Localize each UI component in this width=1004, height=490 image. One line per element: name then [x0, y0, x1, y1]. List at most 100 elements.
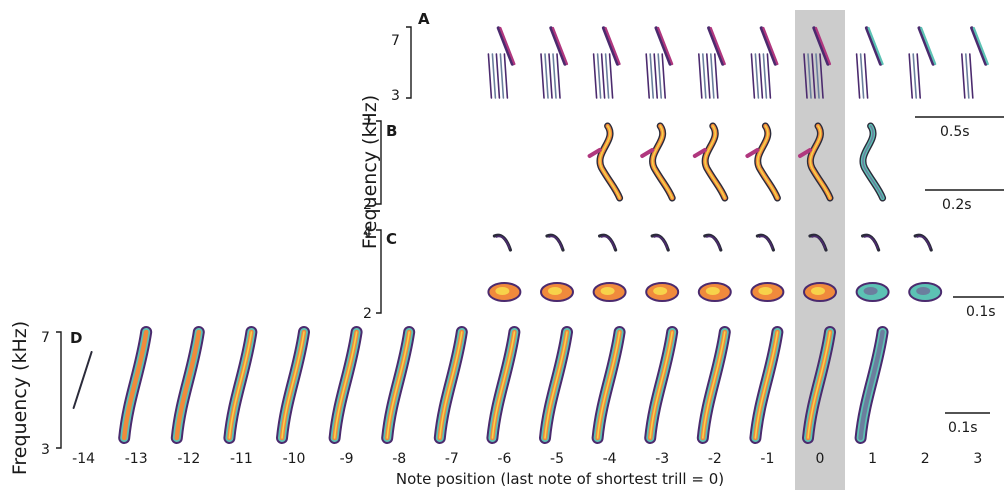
- x-axis-title: Note position (last note of shortest tri…: [396, 470, 724, 488]
- x-tick--4: -4: [603, 451, 617, 467]
- x-tick-3: 3: [973, 451, 982, 467]
- note-core: [439, 331, 463, 439]
- x-tick--10: -10: [283, 451, 306, 467]
- x-tick--14: -14: [72, 451, 95, 467]
- note-stroke: [920, 26, 937, 66]
- note-d-pos--10: [276, 326, 310, 444]
- note-a-pos--1: [750, 26, 779, 99]
- note-stroke: [970, 26, 988, 66]
- lower-note-core: [863, 287, 878, 295]
- x-tick-0: 0: [816, 451, 825, 467]
- y-tick-a-bottom: 3: [391, 88, 400, 104]
- note-extra: [692, 148, 707, 158]
- y-tick-d-top: 7: [41, 330, 50, 346]
- trill-stroke: [596, 53, 602, 99]
- trill-stroke: [698, 53, 703, 99]
- trill-stroke: [491, 53, 497, 99]
- note-core: [281, 331, 305, 439]
- note-core: [862, 125, 884, 199]
- trill-stroke: [552, 53, 557, 99]
- note-b-pos-0: [798, 122, 834, 202]
- trill-stroke: [600, 53, 606, 99]
- x-tick--13: -13: [125, 451, 148, 467]
- x-tick-labels: -14 -13 -12 -11 -10 -9 -8 -7 -6 -5 -4 -3 -2 -1 0 1 2 3: [72, 451, 982, 467]
- note-extra: [640, 148, 655, 158]
- trill-stroke: [819, 53, 824, 99]
- y-tick-c-bottom: 2: [363, 306, 372, 322]
- note-b-pos--4: [587, 122, 624, 202]
- note-core: [649, 331, 673, 439]
- trill-stroke: [544, 53, 549, 99]
- note-core: [754, 331, 779, 439]
- x-tick--1: -1: [760, 451, 774, 467]
- note-c-pos--3: [645, 233, 680, 302]
- trill-stroke: [649, 53, 654, 99]
- spectrogram-notes: [72, 26, 989, 444]
- trill-stroke: [608, 53, 614, 99]
- note-core: [809, 125, 831, 199]
- upper-note-core: [863, 235, 879, 249]
- note-core: [596, 331, 621, 439]
- upper-note-core: [916, 235, 931, 249]
- y-tick-c-top: 4: [363, 225, 372, 241]
- note-a-pos-1: [855, 26, 884, 99]
- note-d-pos--4: [591, 326, 626, 444]
- trill-stroke: [556, 53, 561, 99]
- x-tick--12: -12: [177, 451, 200, 467]
- note-stroke: [496, 26, 515, 66]
- y-tick-d-bottom: 3: [41, 442, 50, 458]
- trill-stroke: [969, 53, 974, 99]
- note-core: [333, 331, 358, 439]
- note-extra: [587, 148, 602, 158]
- note-d-pos--1: [749, 326, 784, 444]
- panel-label-c: C: [386, 230, 397, 248]
- note-c-pos--1: [750, 233, 785, 302]
- x-tick--8: -8: [392, 451, 406, 467]
- note-a-pos-2: [908, 26, 937, 99]
- y-tick-b-top: 7: [363, 117, 372, 133]
- scale-bar-c-label: 0.1s: [966, 304, 996, 320]
- note-stroke: [867, 26, 884, 66]
- note-core: [756, 125, 779, 199]
- note-stroke: [707, 26, 725, 66]
- note-d-pos--9: [328, 326, 363, 444]
- upper-note-core: [600, 235, 616, 249]
- trill-stroke: [503, 53, 509, 99]
- trill-stroke: [908, 53, 913, 99]
- note-core: [702, 331, 726, 439]
- note-body: [174, 329, 202, 441]
- note-stroke: [499, 26, 516, 66]
- trill-stroke: [863, 53, 869, 99]
- note-c-pos-0: [803, 233, 837, 302]
- trill-stroke: [815, 53, 820, 99]
- upper-note-core: [758, 235, 774, 249]
- trill-stroke: [807, 53, 812, 99]
- note-core: [544, 331, 568, 439]
- trill-stroke: [702, 53, 707, 99]
- trill-stroke: [548, 53, 553, 99]
- note-stroke: [654, 26, 672, 66]
- scale-bar-d-label: 0.1s: [948, 420, 978, 436]
- scale-bar-a-label: 0.5s: [940, 124, 970, 140]
- note-a-pos-3: [961, 26, 989, 99]
- trill-stroke: [714, 53, 719, 99]
- note-d-pos--3: [644, 326, 679, 444]
- trill-stroke: [661, 53, 666, 99]
- lower-note-core: [548, 287, 562, 295]
- trill-stroke: [803, 53, 808, 99]
- note-a-pos-0: [803, 26, 832, 99]
- trill-stroke: [706, 53, 711, 99]
- note-d-pos--12: [170, 326, 205, 444]
- note-stroke: [917, 26, 935, 66]
- y-tick-a-top: 7: [391, 33, 400, 49]
- x-tick--3: -3: [655, 451, 669, 467]
- trill-stroke: [811, 53, 816, 99]
- y-tick-b-bottom: 2: [363, 197, 372, 213]
- note-core: [386, 331, 410, 439]
- trill-stroke: [604, 53, 610, 99]
- lower-note-core: [495, 287, 510, 295]
- upper-note-core: [495, 235, 511, 249]
- trill-stroke: [762, 53, 768, 99]
- note-d-pos--7: [433, 326, 468, 444]
